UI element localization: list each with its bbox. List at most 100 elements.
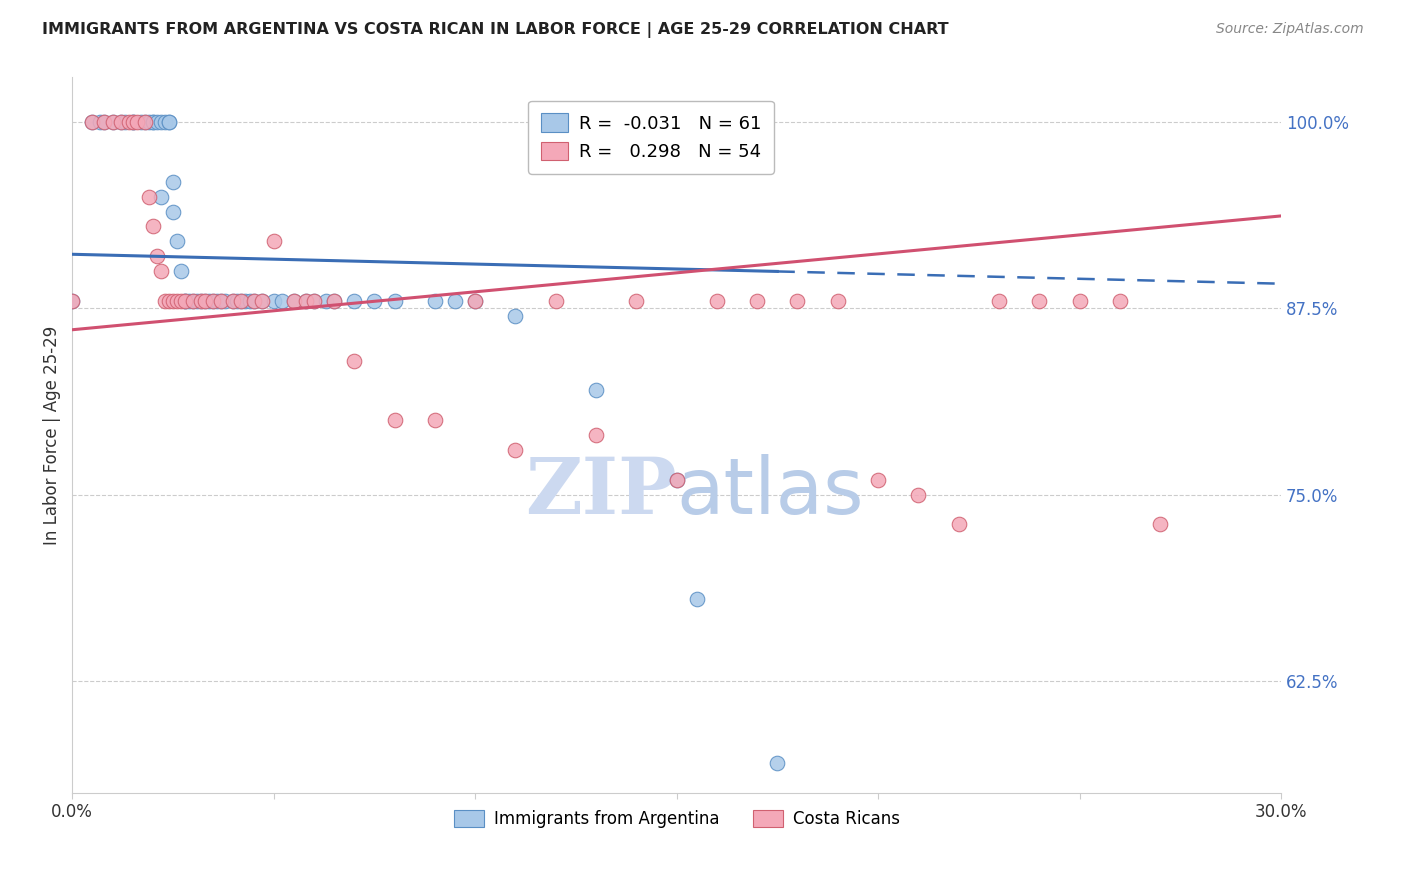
Point <box>138 189 160 203</box>
Point <box>121 115 143 129</box>
Point <box>101 115 124 129</box>
Text: Source: ZipAtlas.com: Source: ZipAtlas.com <box>1216 22 1364 37</box>
Point <box>235 293 257 308</box>
Point <box>686 591 709 606</box>
Point <box>209 293 232 308</box>
Point <box>181 293 204 308</box>
Point <box>665 473 688 487</box>
Point <box>125 115 148 129</box>
Point <box>323 293 346 308</box>
Point <box>907 488 929 502</box>
Point <box>202 293 225 308</box>
Point <box>295 293 318 308</box>
Legend: Immigrants from Argentina, Costa Ricans: Immigrants from Argentina, Costa Ricans <box>447 803 907 834</box>
Point <box>626 293 648 308</box>
Point <box>157 293 180 308</box>
Point <box>60 293 83 308</box>
Point <box>134 115 156 129</box>
Y-axis label: In Labor Force | Age 25-29: In Labor Force | Age 25-29 <box>44 326 60 545</box>
Point <box>166 235 188 249</box>
Point <box>242 293 264 308</box>
Point <box>222 293 245 308</box>
Point <box>129 115 152 129</box>
Point <box>464 293 486 308</box>
Point <box>149 264 172 278</box>
Point <box>464 293 486 308</box>
Point <box>207 293 229 308</box>
Point <box>1108 293 1130 308</box>
Point <box>177 293 200 308</box>
Point <box>315 293 337 308</box>
Point <box>93 115 115 129</box>
Point <box>948 517 970 532</box>
Point <box>82 115 104 129</box>
Point <box>170 264 193 278</box>
Point <box>134 115 156 129</box>
Point <box>270 293 292 308</box>
Point <box>868 473 890 487</box>
Point <box>242 293 264 308</box>
Point <box>505 309 527 323</box>
Point <box>174 293 197 308</box>
Point <box>146 249 169 263</box>
Point <box>209 293 232 308</box>
Point <box>585 384 607 398</box>
Point <box>153 115 176 129</box>
Point <box>295 293 318 308</box>
Point <box>162 175 184 189</box>
Point <box>82 115 104 129</box>
Point <box>142 115 165 129</box>
Point <box>444 293 467 308</box>
Point <box>157 115 180 129</box>
Point <box>747 293 769 308</box>
Point <box>1028 293 1050 308</box>
Point <box>302 293 325 308</box>
Point <box>114 115 136 129</box>
Point <box>181 293 204 308</box>
Point <box>89 115 111 129</box>
Point <box>93 115 115 129</box>
Point <box>1069 293 1091 308</box>
Text: atlas: atlas <box>676 454 865 530</box>
Point <box>423 413 446 427</box>
Point <box>323 293 346 308</box>
Point <box>110 115 132 129</box>
Point <box>343 293 366 308</box>
Point <box>786 293 808 308</box>
Point <box>987 293 1010 308</box>
Point <box>263 235 285 249</box>
Point <box>101 115 124 129</box>
Point <box>138 115 160 129</box>
Point <box>198 293 221 308</box>
Point <box>544 293 567 308</box>
Point <box>60 293 83 308</box>
Point <box>149 115 172 129</box>
Point <box>153 293 176 308</box>
Point <box>250 293 273 308</box>
Point <box>202 293 225 308</box>
Point <box>384 413 406 427</box>
Point <box>186 293 208 308</box>
Point <box>238 293 260 308</box>
Point <box>190 293 212 308</box>
Point <box>121 115 143 129</box>
Point <box>146 115 169 129</box>
Point <box>226 293 249 308</box>
Point <box>174 293 197 308</box>
Text: IMMIGRANTS FROM ARGENTINA VS COSTA RICAN IN LABOR FORCE | AGE 25-29 CORRELATION : IMMIGRANTS FROM ARGENTINA VS COSTA RICAN… <box>42 22 949 38</box>
Point <box>117 115 139 129</box>
Point <box>343 353 366 368</box>
Point <box>194 293 217 308</box>
Point <box>174 293 197 308</box>
Point <box>263 293 285 308</box>
Point <box>1149 517 1171 532</box>
Point <box>170 293 193 308</box>
Point <box>384 293 406 308</box>
Point <box>363 293 385 308</box>
Point <box>766 756 789 770</box>
Point <box>706 293 728 308</box>
Point <box>250 293 273 308</box>
Point <box>665 473 688 487</box>
Point <box>142 219 165 234</box>
Point <box>283 293 305 308</box>
